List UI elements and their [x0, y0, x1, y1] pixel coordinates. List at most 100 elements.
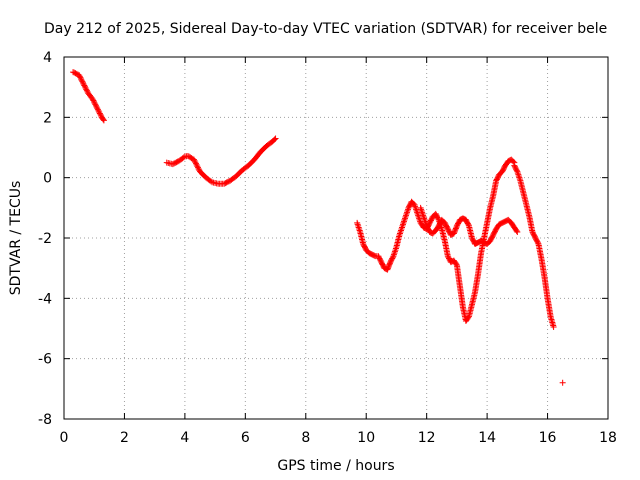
data-point — [403, 210, 410, 217]
data-point — [355, 224, 362, 231]
data-point — [465, 221, 472, 228]
data-point — [465, 314, 472, 321]
data-point — [384, 266, 391, 273]
y-axis-label: SDTVAR / TECUs — [8, 181, 24, 296]
x-tick-label: 4 — [180, 430, 189, 446]
data-point — [513, 227, 520, 234]
data-point — [510, 158, 517, 165]
data-point — [97, 111, 104, 118]
data-point — [392, 247, 399, 254]
data-point — [81, 82, 88, 89]
data-point — [80, 81, 87, 88]
data-point — [403, 212, 410, 219]
data-point — [385, 264, 392, 271]
data-point — [89, 96, 96, 103]
y-tick-label: -2 — [38, 231, 52, 247]
data-point — [397, 227, 404, 234]
data-point — [83, 86, 90, 93]
data-point — [404, 209, 411, 216]
data-point — [398, 225, 405, 232]
data-point — [420, 213, 427, 220]
data-point — [402, 213, 409, 220]
data-point — [419, 210, 426, 217]
data-point — [76, 72, 83, 79]
x-tick-label: 0 — [60, 430, 69, 446]
axis-ticks — [63, 56, 609, 420]
data-points — [70, 69, 566, 386]
data-point — [435, 215, 442, 222]
data-point — [91, 100, 98, 107]
data-point — [100, 116, 107, 123]
data-point — [78, 75, 85, 82]
data-point — [77, 74, 84, 81]
data-point — [90, 97, 97, 104]
data-point — [92, 101, 99, 108]
data-point — [95, 107, 102, 114]
data-point — [400, 219, 407, 226]
y-tick-label: -8 — [38, 412, 52, 428]
data-point — [194, 164, 201, 171]
data-point — [78, 77, 85, 84]
data-point — [534, 239, 541, 246]
data-point — [194, 163, 201, 170]
data-point — [195, 165, 202, 172]
data-point — [93, 103, 100, 110]
data-point — [514, 228, 521, 235]
chart-title: Day 212 of 2025, Sidereal Day-to-day VTE… — [44, 21, 607, 37]
data-point — [190, 156, 197, 163]
data-point — [385, 262, 392, 269]
data-point — [402, 215, 409, 222]
data-point — [398, 224, 405, 231]
data-point — [399, 222, 406, 229]
x-tick-labels: 0 2 4 6 8 10 12 14 16 18 — [60, 430, 617, 446]
data-point — [515, 173, 522, 180]
data-point — [354, 221, 361, 228]
data-point — [401, 218, 407, 225]
y-tick-label: -6 — [38, 352, 52, 368]
x-tick-label: 12 — [418, 430, 436, 446]
data-point — [191, 157, 198, 164]
data-point — [397, 228, 404, 235]
data-point — [417, 204, 424, 211]
data-point — [180, 154, 187, 161]
data-point — [452, 225, 459, 232]
data-point — [356, 227, 363, 234]
data-point — [82, 85, 89, 92]
data-point — [79, 78, 86, 85]
data-point — [354, 219, 361, 226]
data-point — [516, 176, 523, 183]
data-point — [418, 206, 425, 213]
data-point — [421, 215, 428, 222]
y-tick-label: 2 — [43, 110, 52, 126]
data-point — [451, 229, 458, 236]
x-tick-label: 8 — [301, 430, 310, 446]
grid — [64, 57, 608, 419]
data-point — [100, 117, 107, 124]
x-axis-label: GPS time / hours — [277, 458, 394, 474]
x-tick-label: 14 — [478, 430, 496, 446]
data-point — [91, 98, 98, 105]
data-point — [271, 136, 278, 143]
y-tick-label: -4 — [38, 291, 52, 307]
data-point — [451, 227, 458, 234]
data-point — [83, 87, 90, 94]
data-point — [192, 159, 199, 166]
data-point — [559, 379, 566, 386]
data-point — [96, 110, 103, 117]
data-point — [450, 230, 457, 237]
x-tick-label: 6 — [241, 430, 250, 446]
data-point — [94, 105, 101, 112]
y-tick-labels: -8 -6 -4 -2 0 2 4 — [38, 50, 52, 428]
x-tick-label: 10 — [357, 430, 375, 446]
data-point — [386, 261, 393, 268]
data-point — [420, 212, 427, 219]
data-point — [371, 252, 378, 259]
data-point — [392, 245, 399, 252]
data-point — [384, 265, 391, 272]
data-point — [92, 102, 99, 109]
data-point — [401, 216, 408, 223]
x-tick-label: 18 — [599, 430, 617, 446]
data-point — [207, 178, 214, 185]
data-point — [396, 231, 403, 238]
